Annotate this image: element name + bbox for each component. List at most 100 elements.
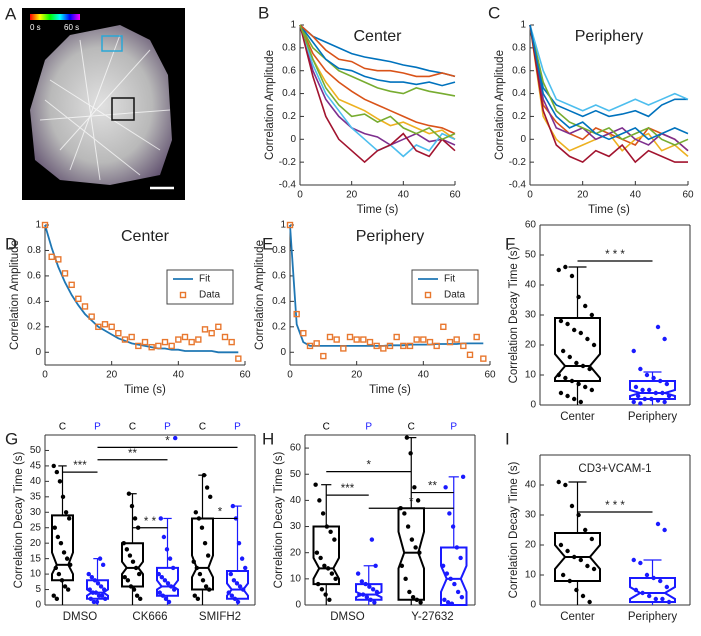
data-point: [56, 571, 62, 577]
x-tick-label: 40: [630, 190, 642, 201]
data-point: [60, 494, 66, 500]
y-tick-label: 60: [290, 443, 302, 454]
significance-label: ***: [341, 483, 355, 495]
y-tick-label: 40: [30, 476, 42, 487]
y-tick-label: 10: [525, 370, 537, 381]
data-point: [454, 545, 460, 550]
data-marker: [453, 336, 460, 343]
data-marker: [380, 345, 387, 352]
data-point: [638, 401, 643, 406]
data-point: [230, 503, 236, 509]
data-point: [409, 537, 415, 542]
data-marker: [215, 323, 222, 331]
data-point: [666, 599, 672, 605]
y-axis-label: Correlation Amplitude: [264, 50, 276, 160]
data-marker: [326, 333, 334, 341]
data-marker: [195, 336, 202, 343]
data-point: [201, 472, 207, 478]
data-marker: [333, 336, 340, 343]
data-point: [237, 584, 243, 589]
data-marker: [41, 221, 49, 229]
data-marker: [373, 342, 380, 350]
data-point: [642, 396, 647, 402]
data-point: [635, 393, 641, 399]
significance-label: * *: [144, 516, 157, 528]
data-point: [229, 593, 235, 598]
x-tick-label: 20: [346, 190, 358, 201]
y-tick-label: 0: [530, 400, 536, 411]
data-point: [318, 555, 323, 561]
box-label: C: [59, 422, 66, 433]
y-tick-label: 40: [290, 495, 302, 506]
significance-label: **: [428, 481, 437, 493]
data-marker: [433, 342, 440, 350]
data-marker: [360, 336, 367, 343]
data-point: [240, 587, 246, 592]
data-point: [631, 557, 636, 563]
y-tick-label: 0: [35, 347, 41, 358]
data-point: [585, 336, 590, 342]
x-tick-label: Periphery: [628, 611, 677, 623]
data-point: [90, 590, 96, 595]
data-marker: [135, 342, 142, 350]
significance-label: * * *: [605, 249, 625, 261]
data-point: [200, 578, 206, 583]
data-point: [399, 563, 405, 568]
y-axis-label: Correlation Amplitude: [254, 240, 266, 350]
data-point: [61, 550, 67, 555]
data-point: [445, 600, 451, 605]
y-tick-label: -0.2: [509, 157, 527, 168]
series-line: [299, 24, 456, 78]
data-point: [567, 354, 572, 360]
data-point: [206, 587, 212, 592]
data-point: [662, 527, 667, 533]
series-line: [299, 24, 456, 164]
data-point: [332, 537, 337, 542]
data-point: [460, 474, 466, 480]
data-point: [156, 571, 161, 577]
data-point: [162, 578, 168, 583]
data-point: [355, 571, 361, 576]
data-point: [640, 590, 645, 596]
data-marker: [101, 321, 109, 328]
data-point: [368, 597, 373, 602]
data-point: [236, 540, 242, 546]
y-tick-label: 0.8: [512, 42, 526, 53]
data-point: [558, 390, 564, 396]
data-point: [556, 267, 561, 273]
box-label: P: [365, 422, 372, 433]
x-tick-label: DMSO: [330, 611, 365, 623]
y-tick-label: 1: [520, 20, 526, 31]
data-point: [128, 584, 134, 589]
panel-label: C: [488, 3, 500, 22]
x-axis-label: Time (s): [588, 204, 630, 216]
data-point: [322, 563, 327, 568]
panel-label: E: [262, 234, 273, 253]
y-axis-label: Correlation Amplitude: [9, 240, 21, 350]
data-marker: [340, 345, 347, 352]
data-point: [167, 556, 173, 561]
data-point: [405, 524, 411, 529]
data-marker: [406, 342, 414, 350]
data-point: [408, 451, 413, 456]
data-point: [440, 563, 446, 568]
y-tick-label: 0.4: [512, 88, 526, 99]
data-marker: [48, 253, 55, 261]
x-tick-label: 60: [484, 370, 496, 381]
data-marker: [393, 333, 400, 341]
box-label: P: [450, 422, 457, 433]
legend-label: Fit: [199, 274, 210, 285]
series-line: [299, 24, 456, 87]
box-label: C: [199, 422, 206, 433]
data-point: [591, 566, 597, 572]
chart-title: CD3+VCAM-1: [578, 463, 651, 475]
x-tick-label: Periphery: [628, 411, 677, 423]
x-axis-label: Time (s): [124, 384, 166, 396]
y-axis-label: Correlation Decay Time (s): [508, 461, 520, 598]
data-point: [360, 592, 366, 597]
y-axis-label: Correlation Amplitude: [494, 50, 506, 160]
y-tick-label: 1: [35, 220, 41, 231]
panel-label: B: [258, 3, 269, 22]
x-tick-label: 0: [287, 370, 293, 381]
